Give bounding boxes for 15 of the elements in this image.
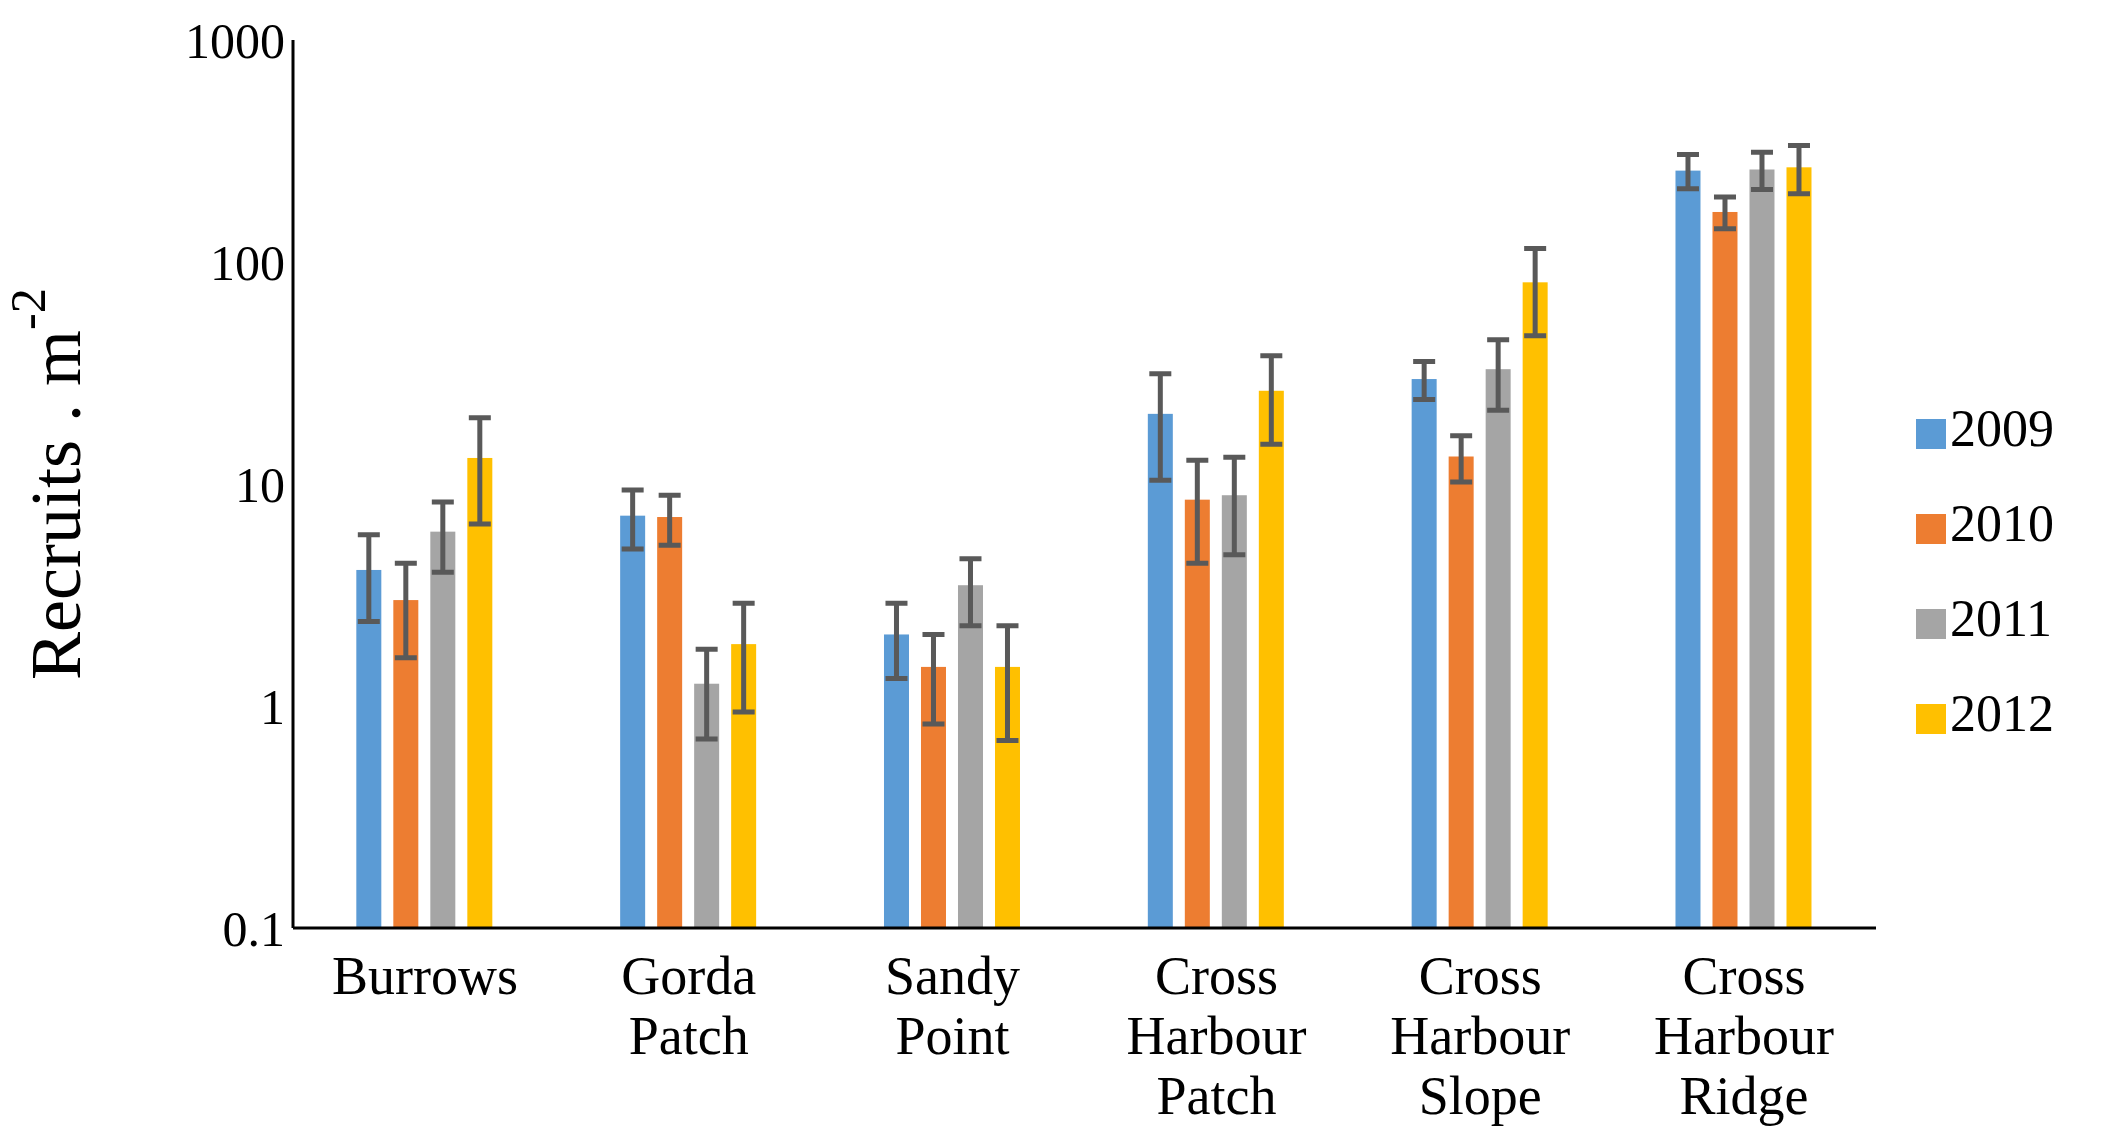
y-tick-label: 0.1 [222,900,285,957]
y-tick-label: 1 [260,678,285,735]
x-tick-label: Cross Harbour Patch [1126,946,1307,1126]
y-tick-label: 10 [235,456,285,513]
legend-label: 2010 [1950,494,2054,552]
x-tick-label: Sandy Point [885,946,1021,1066]
x-tick-label: Cross Harbour Slope [1390,946,1571,1126]
x-tick-label: Burrows [331,946,518,1006]
legend-label: 2009 [1950,399,2054,457]
legend-label: 2012 [1950,684,2054,742]
y-tick-label: 1000 [185,12,285,69]
y-tick-label: 100 [210,234,285,291]
x-tick-label: Cross Harbour Ridge [1654,946,1835,1126]
legend-label: 2011 [1950,589,2053,647]
x-tick-label: Gorda Patch [621,946,757,1066]
